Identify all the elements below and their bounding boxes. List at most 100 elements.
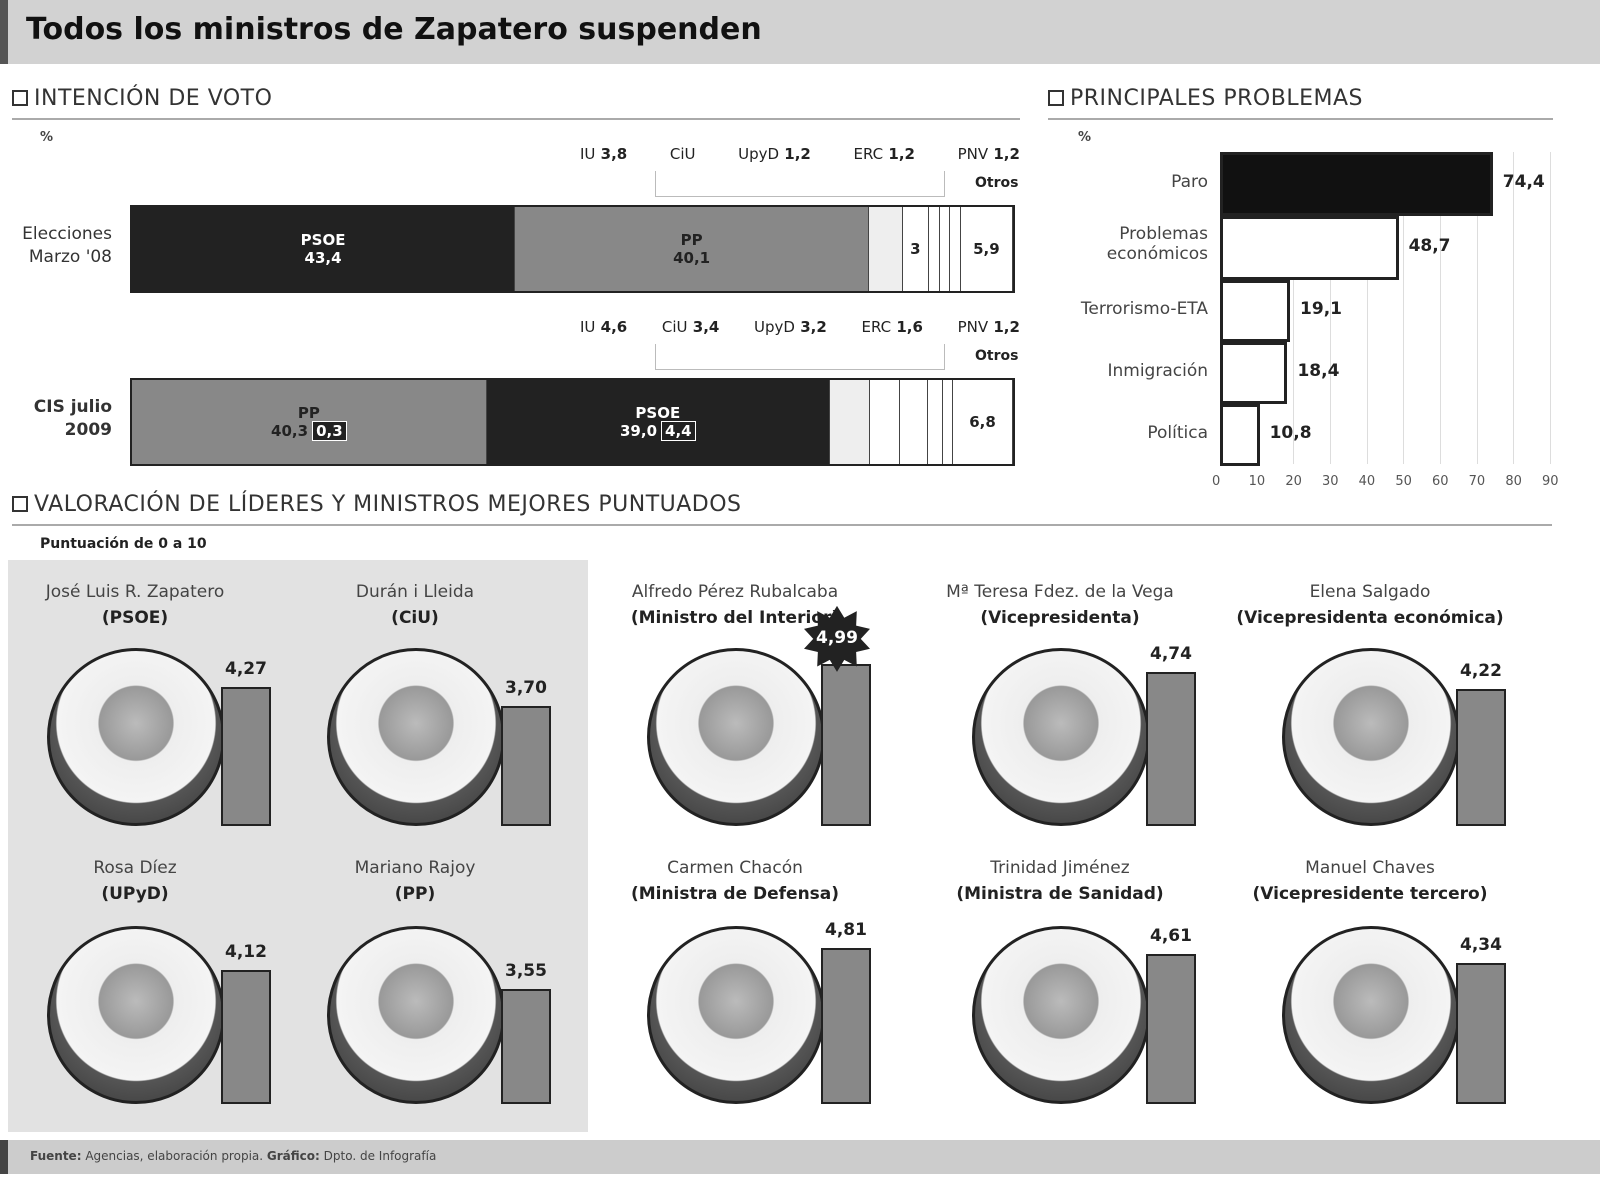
score-bar: [501, 988, 551, 1104]
party-label: CiU 3,4: [662, 318, 719, 336]
segment-pnv: [942, 380, 954, 464]
score-value: 4,34: [1460, 934, 1502, 955]
party-label: PNV 1,2: [958, 145, 1020, 163]
segment-otros: 6,8: [953, 380, 1013, 464]
leader-role: (PP): [394, 884, 436, 904]
segment-value: 43,4: [305, 249, 342, 267]
party-name: PNV: [957, 318, 989, 336]
leader-photo: [327, 926, 505, 1104]
bar: [1220, 216, 1399, 280]
segment-value: 3: [910, 240, 921, 258]
leader-role: (PSOE): [101, 608, 169, 628]
leader-name: Trinidad Jiménez: [990, 858, 1130, 878]
segment-erc: [928, 380, 943, 464]
category-label: Problemas económicos: [1106, 224, 1208, 265]
square-icon: [12, 90, 28, 106]
party-label: UpyD 1,2: [738, 145, 811, 163]
leader-name: Elena Salgado: [1309, 582, 1431, 602]
leader-name: Manuel Chaves: [1305, 858, 1435, 878]
segment-ciu: 3: [902, 207, 930, 291]
party-name: CiU: [669, 145, 696, 163]
leader-name: Rosa Díez: [93, 858, 177, 878]
segment-erc: [939, 207, 951, 291]
footer: Fuente: Agencias, elaboración propia. Gr…: [0, 1140, 1600, 1174]
score-value: 3,70: [505, 677, 547, 698]
stacked-bar: PP 40,3 0,3 PSOE 39,0 4,4 6,8: [130, 378, 1015, 466]
divider: [1048, 118, 1553, 120]
leader-role: (UPyD): [101, 884, 169, 904]
leader-name: Mª Teresa Fdez. de la Vega: [946, 582, 1174, 602]
x-tick-label: 90: [1542, 474, 1559, 489]
party-label: ERC 1,2: [854, 145, 915, 163]
leader-photo: [647, 648, 825, 826]
value-label: 19,1: [1300, 299, 1342, 319]
leader-photo: [1282, 926, 1460, 1104]
leader-role: (Vicepresidente tercero): [1252, 884, 1488, 904]
otros-label: Otros: [975, 175, 1019, 191]
party-value: 1,2: [888, 145, 915, 163]
x-tick-label: 70: [1468, 474, 1486, 489]
party-label: IU 3,8: [580, 145, 627, 163]
segment-party: PSOE: [635, 404, 681, 422]
leader-photo: [47, 926, 225, 1104]
stacked-bar: PSOE 43,4 PP 40,1 3 5,9: [130, 205, 1015, 293]
score-value: 4,12: [225, 942, 267, 963]
party-value: 1,2: [993, 145, 1020, 163]
leader-role: (Ministro del Interior): [630, 608, 840, 628]
score-value: 4,27: [225, 659, 267, 680]
change-badge: 4,4: [661, 421, 696, 441]
category-label: Terrorismo-ETA: [1080, 299, 1208, 319]
leader-photo: [647, 926, 825, 1104]
segment-psoe: PSOE 39,0 4,4: [486, 380, 830, 464]
square-icon: [12, 496, 28, 512]
segment-pp: PP 40,3 0,3: [132, 380, 487, 464]
segment-value: 40,1: [673, 249, 710, 267]
page-title: Todos los ministros de Zapatero suspende…: [26, 12, 762, 47]
leader-photo: [327, 648, 505, 826]
grid-line: [1476, 152, 1478, 464]
grid-line: [1440, 152, 1441, 464]
party-value: 1,2: [784, 145, 811, 163]
bar: [1220, 342, 1288, 404]
party-top-labels: IU 3,8 CiU UpyD 1,2 ERC 1,2 PNV 1,2: [580, 145, 1020, 163]
leader-role: (Vicepresidenta económica): [1236, 608, 1504, 628]
divider: [12, 524, 1552, 526]
party-value: 4,6: [600, 318, 628, 336]
party-name: IU: [580, 318, 596, 336]
segment-party: PP: [297, 404, 320, 422]
score-value: 4,61: [1150, 926, 1192, 947]
value-label: 74,4: [1502, 172, 1545, 192]
party-name: IU: [580, 145, 596, 163]
party-top-labels: IU 4,6 CiU 3,4 UpyD 3,2 ERC 1,6 PNV 1,2: [580, 318, 1020, 336]
segment-value-text: 39,0: [620, 422, 658, 440]
grid-line: [1403, 152, 1405, 464]
score-value: 4,22: [1460, 660, 1502, 681]
leader-role: (CiU): [391, 608, 439, 628]
x-tick-label: 20: [1285, 474, 1302, 489]
party-label: CiU: [670, 145, 696, 163]
party-name: UpyD: [754, 318, 795, 336]
x-tick-label: 50: [1395, 474, 1412, 489]
title-bar: [0, 0, 1600, 64]
graphic-label: Gráfico:: [266, 1149, 320, 1163]
party-name: CiU: [661, 318, 688, 336]
x-tick-label: 80: [1505, 474, 1522, 489]
bar: [1220, 280, 1291, 342]
score-bar: [1456, 962, 1506, 1104]
bar: [1220, 152, 1493, 216]
segment-value-text: 40,1: [673, 249, 711, 267]
party-value: 1,6: [896, 318, 923, 336]
segment-iu: [829, 380, 871, 464]
score-value: 4,81: [825, 919, 867, 940]
score-value: 4,74: [1150, 643, 1192, 664]
leader-name: José Luis R. Zapatero: [45, 582, 225, 602]
party-name: UpyD: [738, 145, 780, 163]
section-problems-title: PRINCIPALES PROBLEMAS: [1070, 86, 1363, 111]
segment-psoe: PSOE 43,4: [132, 207, 516, 291]
segment-ciu: [870, 380, 901, 464]
section-vote-title: INTENCIÓN DE VOTO: [34, 86, 273, 111]
leader-name: Mariano Rajoy: [354, 858, 476, 878]
score-bar: [821, 947, 871, 1104]
category-label: Inmigración: [1107, 361, 1208, 381]
score-value: 4,99: [816, 627, 858, 648]
